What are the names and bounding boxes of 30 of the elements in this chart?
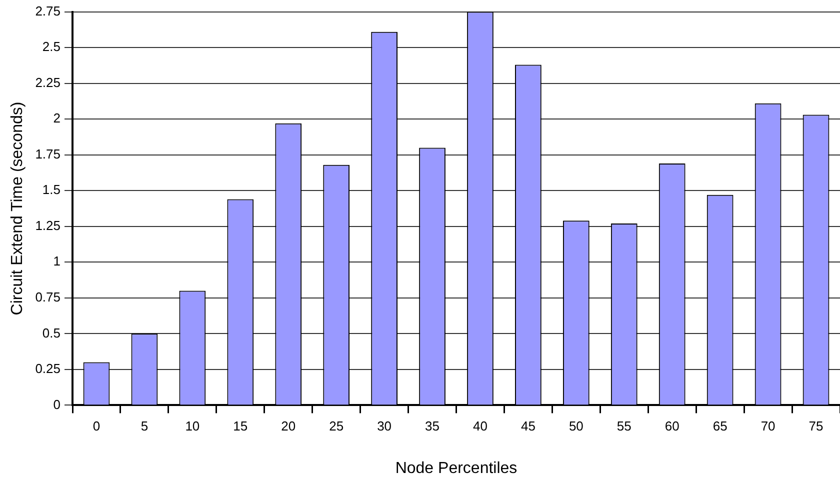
x-tick-label: 65 bbox=[712, 418, 728, 434]
y-tick-label: 1.5 bbox=[42, 182, 60, 198]
x-tick-label: 50 bbox=[568, 418, 584, 434]
y-tick-label: 2.25 bbox=[35, 74, 60, 90]
y-tick-label: 2.75 bbox=[35, 3, 60, 18]
y-tick-label: 0.5 bbox=[42, 325, 60, 340]
y-tick-label: 1 bbox=[53, 254, 60, 269]
x-tick-label: 35 bbox=[425, 418, 440, 434]
y-tick-label: 2 bbox=[53, 110, 60, 126]
y-tick-label: 1.75 bbox=[35, 146, 60, 162]
x-tick-label: 45 bbox=[520, 418, 536, 434]
y-axis-title: Circuit Extend Time (seconds) bbox=[9, 102, 26, 316]
y-tick-label: 0.75 bbox=[35, 289, 60, 304]
x-tick-label: 75 bbox=[808, 418, 824, 434]
y-tick-label: 2.5 bbox=[42, 39, 60, 54]
x-tick-label: 70 bbox=[760, 418, 776, 434]
x-axis-title: Node Percentiles bbox=[395, 460, 518, 477]
x-tick-label: 0 bbox=[92, 418, 100, 434]
y-tick-label: 0 bbox=[53, 396, 60, 412]
x-tick-label: 40 bbox=[473, 418, 488, 434]
x-tick-label: 25 bbox=[329, 418, 344, 434]
x-tick-label: 30 bbox=[377, 418, 392, 434]
x-tick-label: 20 bbox=[281, 418, 296, 434]
x-tick-label: 60 bbox=[664, 418, 680, 434]
x-tick-label: 55 bbox=[616, 418, 632, 434]
x-tick-label: 5 bbox=[140, 418, 148, 434]
y-tick-label: 1.25 bbox=[35, 218, 60, 233]
x-tick-label: 15 bbox=[233, 418, 248, 434]
x-tick-label: 10 bbox=[185, 418, 200, 434]
y-tick-label: 0.25 bbox=[35, 361, 60, 376]
